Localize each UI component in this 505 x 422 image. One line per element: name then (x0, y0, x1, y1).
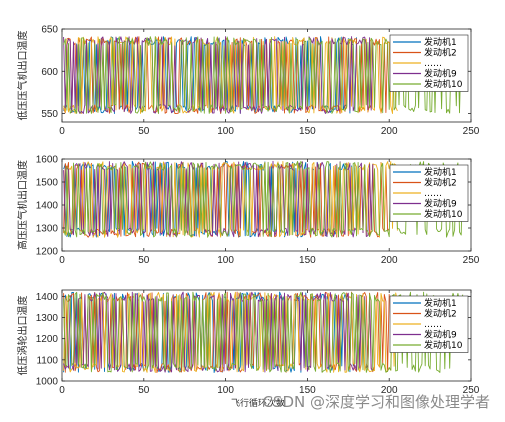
y-tick-label: 1600 (36, 155, 59, 166)
x-tick-label: 0 (59, 385, 65, 396)
legend-entry: …… (424, 320, 442, 330)
y-tick-label: 1100 (36, 355, 58, 366)
legend-entry: 发动机10 (424, 78, 463, 90)
series-lines (63, 160, 464, 238)
x-tick-label: 150 (299, 385, 316, 396)
x-tick-label: 50 (138, 255, 150, 266)
watermark: CSDN @深度学习和图像处理学者 (262, 393, 490, 411)
y-tick-label: 600 (41, 67, 58, 78)
x-tick-label: 250 (463, 255, 480, 266)
x-tick-label: 200 (381, 385, 398, 396)
x-tick-label: 150 (299, 255, 316, 266)
y-tick-label: 650 (41, 25, 58, 36)
series-line (63, 36, 390, 114)
legend-entry: 发动机9 (424, 198, 457, 210)
x-tick-label: 0 (59, 255, 65, 266)
x-tick-label: 100 (217, 385, 234, 396)
x-tick-label: 50 (138, 385, 150, 396)
legend-entry: 发动机9 (424, 68, 457, 80)
y-tick-label: 1400 (36, 292, 59, 303)
x-tick-label: 250 (463, 126, 480, 137)
x-tick-label: 200 (381, 255, 398, 266)
legend-entry: 发动机2 (424, 47, 457, 59)
legend-entry: 发动机2 (424, 308, 457, 320)
x-tick-label: 100 (217, 255, 234, 266)
legend-entry: …… (424, 189, 442, 199)
legend-entry: 发动机2 (424, 177, 457, 189)
y-tick-label: 550 (41, 109, 58, 120)
y-tick-label: 1500 (36, 178, 59, 189)
x-tick-label: 200 (381, 126, 398, 137)
legend-entry: …… (424, 59, 442, 69)
y-tick-label: 1000 (36, 377, 59, 388)
y-tick-label: 1300 (36, 224, 59, 235)
y-axis-label: 高压压气机出口温度 (16, 160, 29, 250)
x-tick-label: 250 (463, 385, 480, 396)
legend-entry: 发动机1 (424, 297, 457, 309)
x-tick-label: 50 (138, 126, 150, 137)
x-tick-label: 0 (59, 126, 65, 137)
y-tick-label: 1300 (36, 313, 59, 324)
y-tick-label: 1200 (36, 334, 59, 345)
x-axis-label: 飞行循环次数 (231, 397, 285, 409)
subplot-2: 0 50 100 150 200 250 1200 1300 1400 1500 1600 高压压气机… (16, 155, 480, 267)
y-tick-label: 1200 (36, 247, 59, 258)
x-tick-label: 150 (299, 126, 316, 137)
series-lines (63, 291, 464, 373)
series-line (63, 36, 374, 114)
x-tick-label: 100 (217, 126, 234, 137)
subplot-3: 0 50 100 150 200 250 1000 1100 1200 1300 1400 低压涡轮出… (16, 289, 480, 396)
legend-entry: 发动机1 (424, 36, 457, 48)
series-line (63, 291, 464, 373)
y-axis-label: 低压压气机出口温度 (16, 31, 29, 121)
legend-entry: 发动机10 (424, 208, 463, 220)
y-axis-label: 低压涡轮出口温度 (16, 296, 29, 376)
y-tick-label: 1400 (36, 201, 59, 212)
legend-entry: 发动机9 (424, 329, 457, 341)
legend-entry: 发动机10 (424, 339, 463, 351)
legend-entry: 发动机1 (424, 166, 457, 178)
